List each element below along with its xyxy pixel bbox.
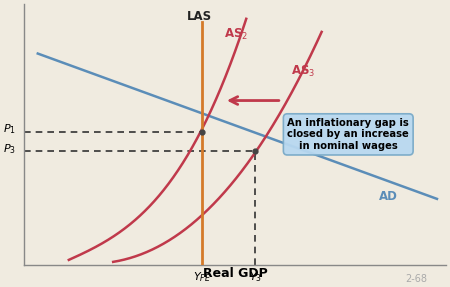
Text: An inflationary gap is
closed by an increase
in nominal wages: An inflationary gap is closed by an incr…	[288, 118, 409, 151]
Text: LAS: LAS	[187, 10, 212, 23]
Text: AD: AD	[379, 189, 398, 203]
Text: 2-68: 2-68	[405, 274, 427, 284]
Text: $P_1$: $P_1$	[3, 122, 16, 136]
Text: $Y_3$: $Y_3$	[248, 270, 261, 284]
Text: $Y_{FE}$: $Y_{FE}$	[193, 270, 211, 284]
Text: AS$_3$: AS$_3$	[291, 63, 315, 79]
X-axis label: Real GDP: Real GDP	[203, 267, 268, 280]
Text: $P_3$: $P_3$	[3, 142, 16, 156]
Text: AS$_2$: AS$_2$	[224, 27, 248, 42]
